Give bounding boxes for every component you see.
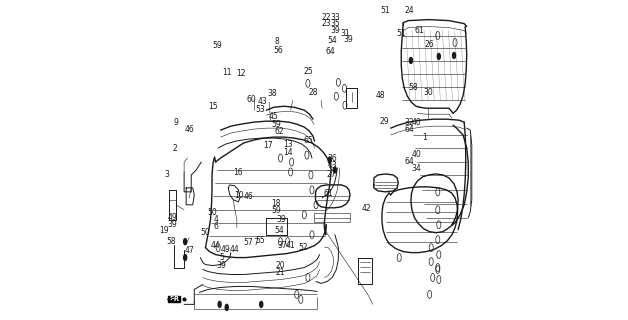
Text: 47: 47 — [184, 246, 194, 255]
Text: 43: 43 — [257, 97, 268, 106]
Text: 9: 9 — [174, 118, 179, 127]
Text: 40: 40 — [412, 118, 421, 127]
Text: 34: 34 — [412, 164, 421, 173]
Text: 22: 22 — [322, 13, 331, 22]
Text: 30: 30 — [423, 88, 433, 97]
Text: 32: 32 — [405, 118, 414, 127]
Text: 61: 61 — [415, 27, 425, 36]
Text: 49: 49 — [167, 213, 177, 222]
Text: 64: 64 — [404, 157, 414, 166]
Text: 12: 12 — [237, 69, 246, 78]
Text: 52: 52 — [298, 243, 308, 252]
Ellipse shape — [333, 167, 337, 173]
Text: 23: 23 — [322, 19, 331, 28]
Text: 38: 38 — [267, 89, 277, 98]
Text: 41: 41 — [285, 241, 295, 250]
Text: 25: 25 — [303, 67, 313, 76]
Text: 57: 57 — [244, 238, 254, 247]
Ellipse shape — [453, 52, 455, 59]
Text: 61: 61 — [323, 189, 333, 198]
Text: 24: 24 — [404, 6, 414, 15]
Text: 59: 59 — [212, 41, 222, 51]
Text: 46: 46 — [185, 125, 195, 134]
Text: 46: 46 — [243, 192, 253, 201]
Ellipse shape — [437, 53, 440, 60]
Text: FR: FR — [169, 296, 179, 302]
Text: 27: 27 — [327, 170, 337, 179]
Text: 37: 37 — [278, 241, 288, 250]
Text: 44: 44 — [211, 241, 221, 250]
Text: 65: 65 — [303, 136, 313, 145]
Text: 3: 3 — [165, 170, 169, 179]
Text: 50: 50 — [201, 228, 210, 237]
Text: 33: 33 — [331, 13, 340, 22]
Ellipse shape — [409, 58, 413, 63]
Ellipse shape — [183, 239, 187, 244]
Text: 4: 4 — [214, 215, 219, 224]
Text: 64: 64 — [326, 46, 335, 56]
Text: 45: 45 — [268, 112, 278, 121]
Ellipse shape — [225, 304, 228, 310]
Text: 6: 6 — [214, 222, 219, 231]
Text: 64: 64 — [404, 125, 414, 134]
Text: 51: 51 — [397, 29, 406, 38]
Text: 39: 39 — [167, 220, 177, 229]
Ellipse shape — [260, 301, 263, 307]
Text: 7: 7 — [254, 238, 259, 247]
Text: 20: 20 — [276, 261, 285, 270]
Text: 51: 51 — [380, 6, 389, 15]
Text: 42: 42 — [362, 204, 371, 213]
Text: 62: 62 — [274, 127, 284, 136]
Text: 55: 55 — [256, 236, 266, 245]
Text: 31: 31 — [340, 29, 350, 38]
Ellipse shape — [183, 255, 187, 260]
Text: 59: 59 — [271, 206, 281, 215]
Text: 48: 48 — [376, 91, 385, 100]
Text: 39: 39 — [276, 215, 286, 224]
Text: 15: 15 — [208, 102, 218, 111]
Text: 49: 49 — [220, 245, 230, 254]
Text: 58: 58 — [408, 83, 418, 92]
Text: 29: 29 — [380, 116, 389, 126]
Text: 14: 14 — [284, 148, 293, 156]
Text: 16: 16 — [234, 168, 243, 177]
Text: 28: 28 — [308, 88, 318, 97]
Text: 60: 60 — [246, 95, 256, 104]
Text: 18: 18 — [271, 198, 281, 207]
Text: 39: 39 — [217, 261, 227, 270]
Text: 59: 59 — [272, 120, 281, 129]
Text: 58: 58 — [166, 237, 176, 246]
Ellipse shape — [218, 301, 221, 307]
Text: 21: 21 — [276, 268, 285, 277]
Text: 54: 54 — [328, 36, 337, 45]
Text: 5: 5 — [219, 253, 224, 262]
Text: 50: 50 — [207, 208, 217, 217]
Text: 35: 35 — [331, 19, 340, 28]
Text: 53: 53 — [255, 105, 265, 114]
Text: 39: 39 — [331, 27, 340, 36]
Text: 56: 56 — [273, 45, 283, 55]
Text: 10: 10 — [234, 191, 244, 200]
Text: 44: 44 — [230, 245, 240, 254]
Text: 54: 54 — [274, 226, 284, 235]
Ellipse shape — [328, 157, 331, 163]
Text: 17: 17 — [264, 141, 273, 150]
Text: 1: 1 — [423, 132, 427, 141]
Text: 39: 39 — [344, 35, 354, 44]
Text: 8: 8 — [275, 37, 279, 46]
Text: 63: 63 — [328, 161, 337, 170]
Text: 2: 2 — [172, 144, 177, 153]
Text: 40: 40 — [412, 150, 421, 159]
Text: 13: 13 — [284, 140, 293, 149]
Text: 36: 36 — [328, 154, 337, 163]
Text: 19: 19 — [160, 226, 169, 235]
FancyBboxPatch shape — [168, 296, 180, 302]
Text: 11: 11 — [222, 68, 232, 77]
Text: 26: 26 — [425, 40, 434, 49]
